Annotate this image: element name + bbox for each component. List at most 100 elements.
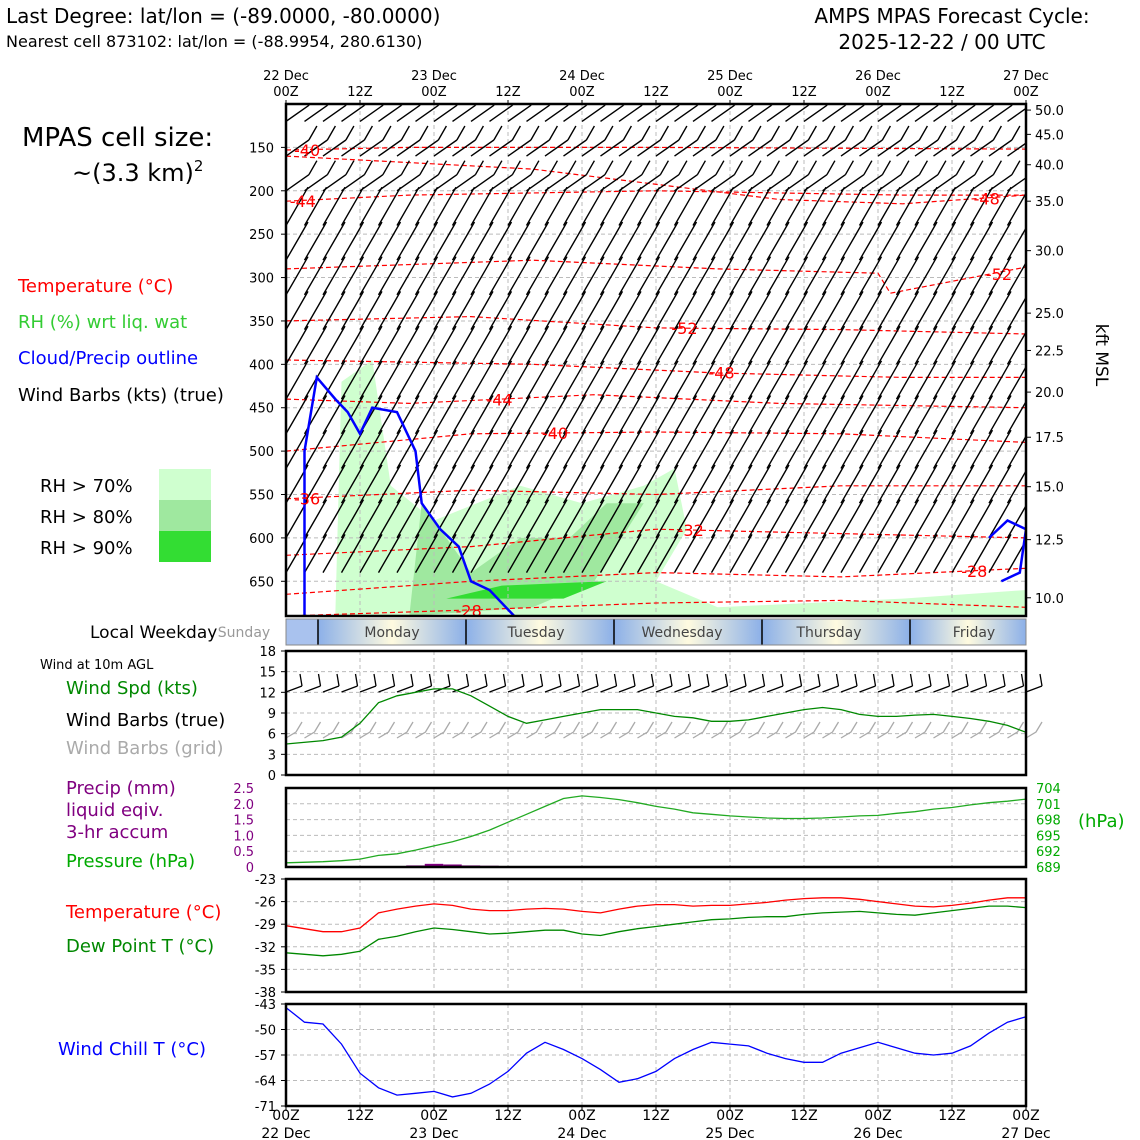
y-tick-label: -35	[255, 963, 276, 978]
wind-barb	[507, 499, 531, 539]
wind-barb	[951, 360, 975, 400]
wind-barb	[618, 104, 644, 122]
wind-barb	[932, 221, 957, 261]
wind-barb	[914, 186, 938, 226]
wind-barb	[396, 256, 420, 296]
wind-barb	[673, 534, 698, 573]
wind-barb	[673, 395, 698, 435]
wind-barb	[600, 125, 633, 157]
wind-barb	[858, 395, 883, 435]
wind-barb	[784, 256, 809, 296]
time-tick-top-date: 26 Dec	[855, 69, 901, 84]
wind-barb	[747, 360, 772, 400]
cell-size-label: MPAS cell size:	[22, 123, 213, 153]
wind-barb	[840, 464, 864, 504]
wind-chill-line	[285, 1007, 1027, 1098]
time-tick-top-hour: 12Z	[791, 85, 817, 100]
wind-barb	[988, 325, 1012, 365]
wind-barb	[525, 186, 550, 226]
wind-barb	[340, 534, 365, 573]
wind-barb	[636, 534, 661, 573]
time-tick-top-hour: 00Z	[717, 85, 743, 100]
pressure-tick-label: 695	[1036, 829, 1061, 844]
wind-barb	[451, 360, 476, 400]
wind-barb	[877, 499, 901, 539]
wind-barb	[692, 125, 725, 157]
wind-barb	[840, 221, 864, 261]
wind-barb	[1007, 176, 1026, 192]
wind-barb	[470, 429, 494, 469]
wind-barb	[895, 325, 920, 365]
wind-barb	[859, 160, 892, 192]
wind-barb	[877, 104, 903, 122]
wind-barb-true	[396, 673, 414, 693]
wind-barb	[729, 160, 762, 192]
wind-barb	[655, 221, 679, 261]
wind-barb	[377, 499, 402, 539]
pressure-tick-label: 698	[1036, 814, 1061, 829]
wind-barb	[859, 125, 892, 157]
wind-barb	[988, 291, 1012, 330]
wind-barb	[359, 104, 385, 122]
wind-barb	[877, 291, 901, 330]
wind-barb	[766, 291, 790, 330]
wind-barb-grid	[618, 721, 636, 739]
dew-point-line	[285, 905, 1027, 957]
wind-barb	[451, 221, 476, 261]
wind-barb	[396, 291, 420, 330]
wind-barb-true	[378, 673, 396, 693]
wind-barb	[969, 325, 994, 365]
wind-barb	[451, 325, 476, 365]
wind-barb-grid	[452, 721, 470, 739]
time-tick-bottom-hour: 00Z	[568, 1108, 595, 1124]
wind-barb	[784, 186, 809, 226]
wind-barb	[673, 499, 698, 539]
wind-barb	[470, 395, 494, 435]
wind-barb-grid	[600, 721, 618, 739]
wind-barb	[599, 429, 624, 469]
wind-barb	[470, 325, 494, 365]
wind-barb	[286, 221, 309, 261]
wind-barb	[340, 221, 365, 261]
wind-barb	[377, 186, 402, 226]
wind-barb	[470, 186, 494, 226]
wind-barb-grid	[489, 721, 507, 739]
wind-barb	[766, 429, 790, 469]
weekday-name-monday: Monday	[364, 625, 419, 641]
wind-barb	[303, 291, 328, 330]
wind-barb	[655, 499, 679, 539]
wind-barb	[803, 499, 827, 539]
wind-barb	[766, 256, 790, 296]
wind-barb	[599, 534, 624, 573]
weekday-name-sunday: Sunday	[218, 625, 270, 641]
wind-barb	[673, 186, 698, 226]
wind-barb	[636, 186, 661, 226]
wind-barb	[970, 160, 1003, 192]
wind-barb-true	[729, 673, 747, 693]
wind-barb	[710, 325, 735, 365]
wind-barb-true	[766, 673, 784, 693]
wind-barb	[969, 395, 994, 435]
wind-barb	[377, 464, 402, 504]
wind-barb	[969, 429, 994, 469]
wind-barb	[303, 534, 328, 573]
wind-barb	[451, 499, 476, 539]
wind-barb	[414, 464, 439, 504]
wind-barb	[729, 125, 762, 157]
wind-barb	[785, 160, 818, 192]
wind-barb	[748, 160, 781, 192]
wind-barb	[359, 534, 383, 573]
wind-barb	[303, 429, 328, 469]
legend-wind-barbs: Wind Barbs (kts) (true)	[18, 385, 224, 406]
weekday-name-tuesday: Tuesday	[507, 625, 565, 641]
wind-barb	[562, 499, 587, 539]
y-tick-label: 9	[268, 707, 276, 722]
isotherm-label: -40	[294, 141, 320, 160]
wind-barb	[784, 360, 809, 400]
wind-barb	[932, 360, 957, 400]
wind-barb	[988, 464, 1012, 504]
wind-barb	[415, 160, 448, 192]
precip-bar	[443, 864, 462, 867]
wind-barb	[692, 464, 716, 504]
